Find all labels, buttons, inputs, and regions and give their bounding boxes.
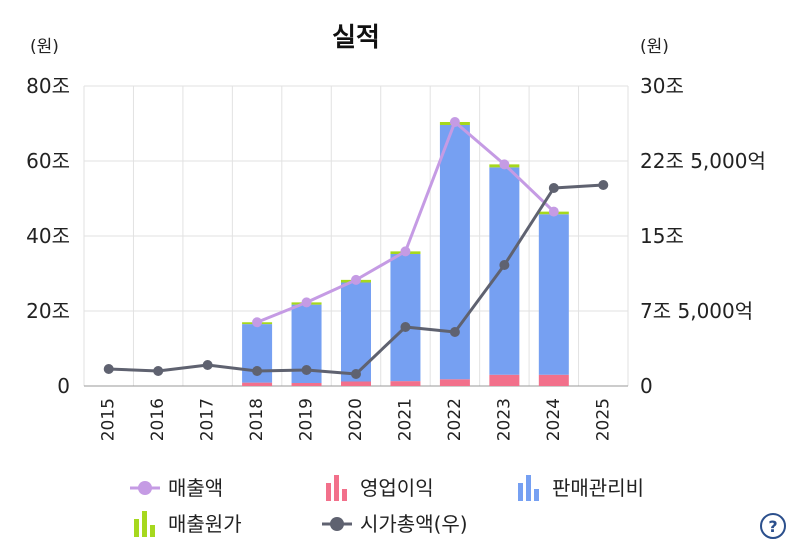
point-market-cap bbox=[153, 366, 164, 376]
legend-cost-of-sales-bar-icon bbox=[134, 519, 139, 537]
point-market-cap bbox=[598, 180, 609, 190]
legend-revenue-marker-icon bbox=[138, 481, 152, 495]
bar-operating-income bbox=[242, 382, 273, 386]
bar-operating-income bbox=[390, 381, 421, 386]
right-axis-unit: (원) bbox=[640, 37, 669, 57]
left-tick-label: 40조 bbox=[26, 224, 70, 248]
x-tick-label: 2017 bbox=[198, 398, 218, 441]
legend-operating-income-bar-icon bbox=[342, 489, 347, 501]
x-tick-label: 2016 bbox=[148, 398, 168, 441]
point-market-cap bbox=[499, 260, 510, 270]
bar-sga bbox=[538, 214, 569, 375]
legend-operating-income-bar-icon bbox=[334, 475, 339, 501]
legend-sga-label: 판매관리비 bbox=[552, 476, 644, 500]
legend-cost-of-sales-bar-icon bbox=[142, 511, 147, 537]
point-revenue bbox=[400, 246, 411, 257]
point-revenue bbox=[351, 274, 361, 285]
legend-sga-bar-icon bbox=[526, 475, 531, 501]
bar-sga bbox=[341, 282, 371, 382]
x-tick-label: 2019 bbox=[297, 398, 317, 441]
point-revenue bbox=[548, 206, 559, 217]
point-revenue bbox=[301, 297, 312, 308]
right-tick-label: 30조 bbox=[640, 74, 684, 98]
point-market-cap bbox=[103, 364, 114, 374]
point-revenue bbox=[252, 317, 263, 328]
point-revenue bbox=[499, 159, 510, 170]
legend-sga-bar-icon bbox=[534, 489, 539, 501]
bar-sga bbox=[489, 167, 520, 375]
left-tick-label: 60조 bbox=[26, 149, 70, 173]
legend-sga-bar-icon bbox=[518, 483, 523, 501]
bar-operating-income bbox=[489, 374, 520, 386]
bar-operating-income bbox=[538, 374, 569, 386]
point-market-cap bbox=[301, 365, 312, 375]
bar-operating-income bbox=[291, 383, 322, 386]
legend-market-cap-label: 시가총액(우) bbox=[360, 512, 468, 536]
x-tick-label: 2022 bbox=[445, 398, 465, 441]
bar-sga bbox=[390, 254, 421, 382]
legend-cost-of-sales-label: 매출원가 bbox=[168, 512, 242, 536]
bar-operating-income bbox=[439, 379, 470, 386]
x-tick-label: 2015 bbox=[99, 398, 119, 441]
right-tick-label: 22조 5,000억 bbox=[640, 149, 766, 173]
point-revenue bbox=[449, 117, 460, 127]
point-market-cap bbox=[548, 183, 559, 193]
left-tick-label: 20조 bbox=[26, 299, 70, 323]
x-tick-label: 2025 bbox=[593, 398, 613, 441]
x-tick-label: 2023 bbox=[494, 398, 514, 441]
bar-sga bbox=[439, 125, 470, 380]
point-market-cap bbox=[202, 360, 213, 370]
legend-revenue-label: 매출액 bbox=[168, 476, 223, 500]
bar-operating-income bbox=[341, 381, 371, 386]
legend-cost-of-sales-bar-icon bbox=[150, 525, 155, 537]
point-market-cap bbox=[252, 366, 263, 376]
point-market-cap bbox=[449, 327, 460, 337]
axes: 0 20조 40조 60조 80조 0 7조 5,000억 15조 22조 5,000억 30조 2… bbox=[26, 74, 766, 441]
chart-title: 실적 bbox=[332, 23, 380, 53]
lines bbox=[103, 117, 609, 379]
help-icon[interactable]: ? bbox=[760, 513, 786, 539]
right-tick-label: 0 bbox=[640, 374, 653, 398]
x-tick-label: 2018 bbox=[247, 398, 267, 441]
legend-market-cap-marker-icon bbox=[330, 517, 344, 531]
x-tick-label: 2024 bbox=[544, 398, 564, 441]
point-market-cap bbox=[351, 369, 361, 379]
left-axis-unit: (원) bbox=[30, 37, 59, 57]
left-tick-label: 0 bbox=[57, 374, 70, 398]
x-tick-label: 2020 bbox=[346, 398, 366, 441]
right-tick-label: 15조 bbox=[640, 224, 684, 248]
x-tick-label: 2021 bbox=[395, 398, 415, 441]
left-tick-label: 80조 bbox=[26, 74, 70, 98]
right-tick-label: 7조 5,000억 bbox=[640, 299, 753, 323]
point-market-cap bbox=[400, 322, 411, 332]
legend-operating-income-bar-icon bbox=[326, 483, 331, 501]
legend-operating-income-label: 영업이익 bbox=[360, 476, 434, 500]
